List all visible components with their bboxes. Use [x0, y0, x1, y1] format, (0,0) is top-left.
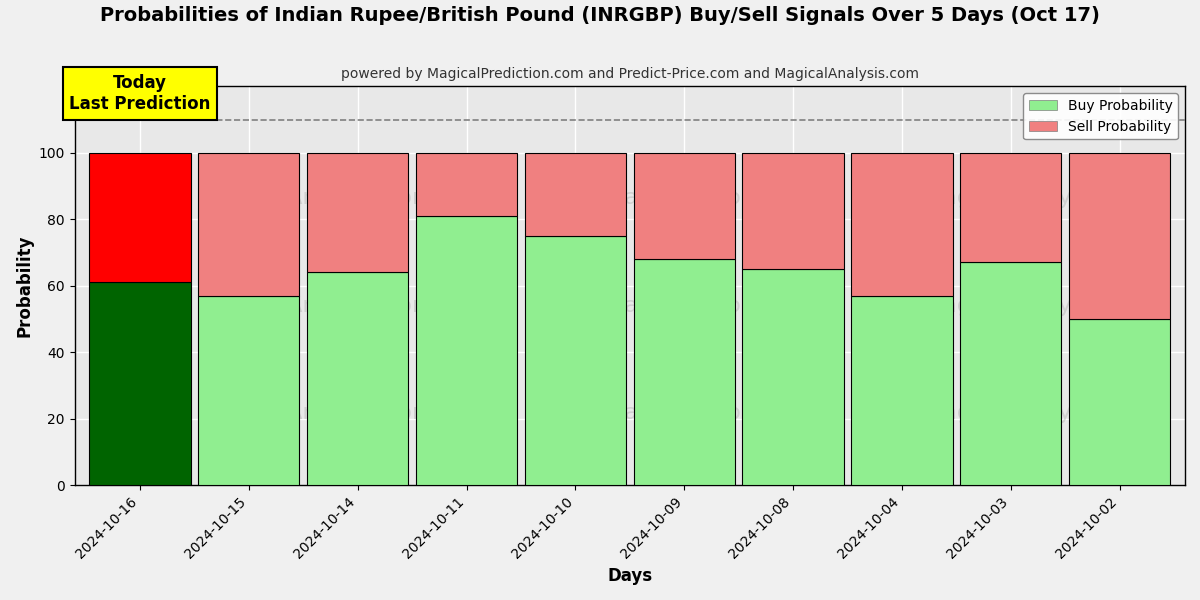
Bar	[89, 153, 191, 283]
Text: MagicalPrediction.com: MagicalPrediction.com	[560, 188, 810, 208]
Text: MagicalPrediction.com: MagicalPrediction.com	[560, 403, 810, 424]
Bar	[198, 153, 300, 296]
Y-axis label: Probability: Probability	[16, 235, 34, 337]
Bar	[851, 296, 953, 485]
Text: MagicalPrediction.com: MagicalPrediction.com	[560, 296, 810, 316]
Bar	[524, 153, 626, 236]
Text: MagicalAnalysis.com: MagicalAnalysis.com	[925, 403, 1157, 424]
Bar	[524, 236, 626, 485]
Title: powered by MagicalPrediction.com and Predict-Price.com and MagicalAnalysis.com: powered by MagicalPrediction.com and Pre…	[341, 67, 919, 81]
Text: MagicalAnalysis.com: MagicalAnalysis.com	[925, 296, 1157, 316]
Text: Today
Last Prediction: Today Last Prediction	[70, 74, 211, 113]
X-axis label: Days: Days	[607, 567, 653, 585]
Legend: Buy Probability, Sell Probability: Buy Probability, Sell Probability	[1024, 93, 1178, 139]
Bar	[89, 283, 191, 485]
Bar	[743, 153, 844, 269]
Bar	[307, 153, 408, 272]
Bar	[851, 153, 953, 296]
Text: MagicalAnalysis.com: MagicalAnalysis.com	[925, 188, 1157, 208]
Bar	[307, 272, 408, 485]
Bar	[960, 153, 1062, 262]
Bar	[198, 296, 300, 485]
Bar	[1069, 319, 1170, 485]
Text: MagicalAnalysis.com: MagicalAnalysis.com	[203, 296, 434, 316]
Bar	[634, 259, 734, 485]
Bar	[743, 269, 844, 485]
Bar	[416, 153, 517, 216]
Bar	[960, 262, 1062, 485]
Text: MagicalAnalysis.com: MagicalAnalysis.com	[203, 403, 434, 424]
Text: MagicalAnalysis.com: MagicalAnalysis.com	[203, 188, 434, 208]
Text: Probabilities of Indian Rupee/British Pound (INRGBP) Buy/Sell Signals Over 5 Day: Probabilities of Indian Rupee/British Po…	[100, 6, 1100, 25]
Bar	[634, 153, 734, 259]
Bar	[1069, 153, 1170, 319]
Bar	[416, 216, 517, 485]
